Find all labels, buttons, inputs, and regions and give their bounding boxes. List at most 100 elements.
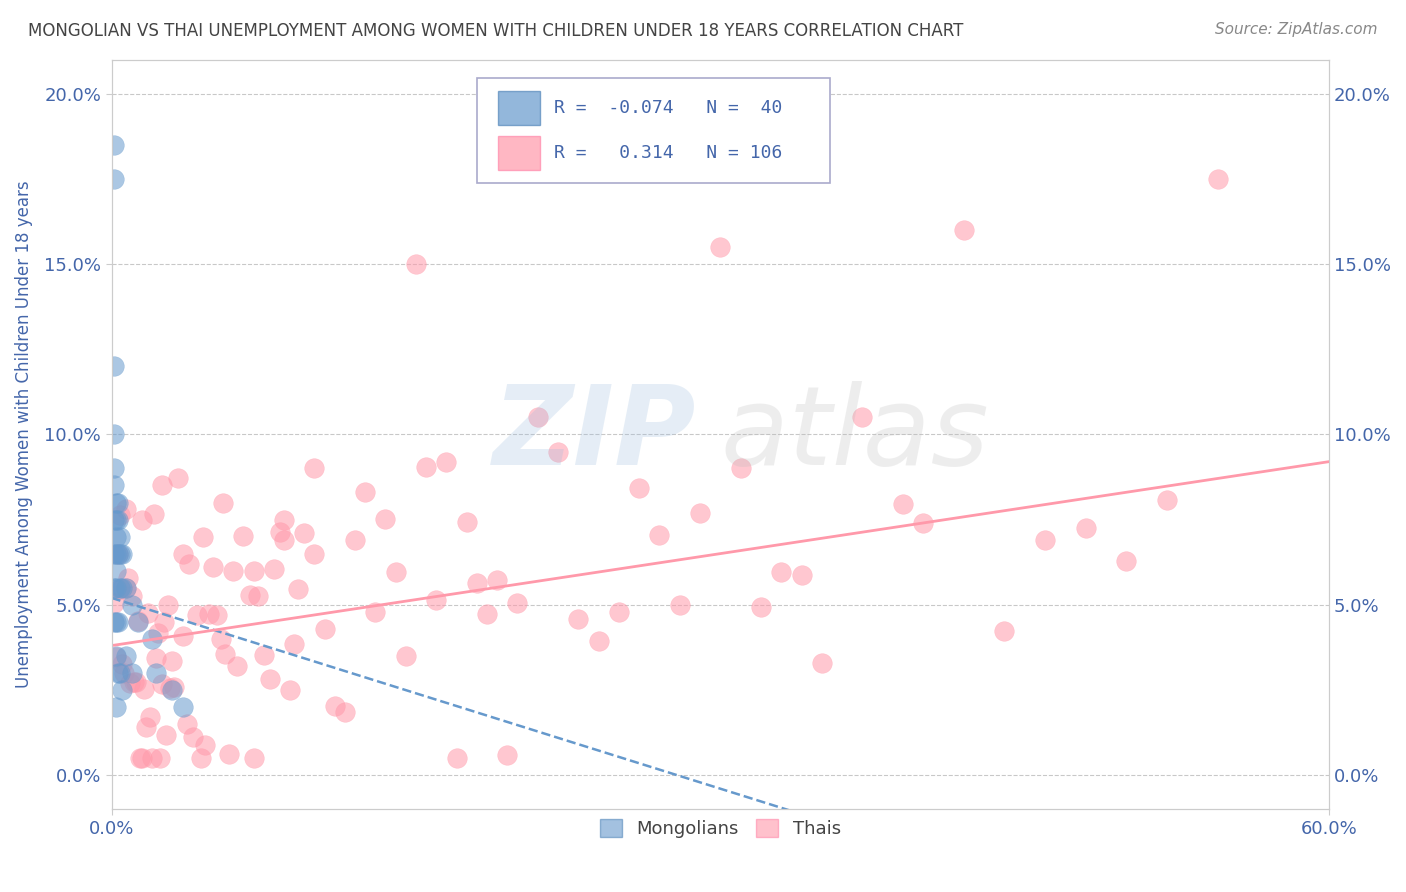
Point: [159, 681, 181, 695]
Point: [278, 683, 301, 698]
Point: [172, 700, 194, 714]
Point: [912, 516, 935, 530]
Point: [214, 647, 236, 661]
Point: [1033, 533, 1056, 548]
Point: [127, 614, 149, 628]
Point: [111, 657, 134, 671]
Point: [103, 581, 125, 595]
Point: [103, 512, 125, 526]
Point: [103, 359, 125, 374]
Point: [148, 625, 170, 640]
Point: [851, 410, 873, 425]
Point: [157, 598, 180, 612]
Point: [132, 681, 155, 696]
Point: [172, 547, 194, 561]
Point: [103, 615, 125, 629]
Point: [607, 605, 630, 619]
Point: [107, 547, 129, 561]
Point: [648, 528, 671, 542]
Point: [749, 600, 772, 615]
Point: [191, 530, 214, 544]
Point: [153, 615, 176, 629]
Point: [163, 681, 186, 695]
Point: [364, 605, 387, 619]
Point: [263, 562, 285, 576]
Point: [135, 720, 157, 734]
Point: [104, 615, 127, 629]
Point: [103, 596, 125, 610]
Point: [209, 632, 232, 646]
Point: [141, 751, 163, 765]
Point: [354, 484, 377, 499]
FancyBboxPatch shape: [498, 92, 540, 125]
Point: [415, 460, 437, 475]
Text: R =   0.314   N = 106: R = 0.314 N = 106: [554, 145, 782, 162]
Point: [103, 461, 125, 475]
Point: [891, 497, 914, 511]
Point: [103, 478, 125, 492]
Point: [104, 649, 127, 664]
Point: [104, 530, 127, 544]
Point: [446, 751, 468, 765]
Point: [242, 751, 264, 765]
Point: [194, 738, 217, 752]
Point: [993, 624, 1015, 639]
Point: [121, 598, 143, 612]
Point: [259, 673, 281, 687]
Point: [287, 582, 309, 597]
Point: [547, 445, 569, 459]
Point: [103, 547, 125, 561]
Point: [145, 665, 167, 680]
Point: [111, 581, 134, 595]
Point: [176, 717, 198, 731]
Point: [150, 478, 173, 492]
Point: [283, 637, 305, 651]
Point: [506, 596, 529, 610]
Point: [121, 665, 143, 680]
Point: [304, 547, 326, 561]
Point: [456, 515, 478, 529]
Point: [131, 512, 153, 526]
Point: [104, 547, 127, 561]
Point: [114, 648, 136, 663]
Point: [1074, 520, 1097, 534]
Point: [104, 564, 127, 578]
Point: [333, 705, 356, 719]
Point: [205, 608, 228, 623]
Point: [222, 564, 245, 578]
Point: [269, 525, 291, 540]
Point: [384, 565, 406, 579]
Point: [475, 607, 498, 622]
Point: [232, 528, 254, 542]
Point: [107, 665, 129, 680]
Text: Source: ZipAtlas.com: Source: ZipAtlas.com: [1215, 22, 1378, 37]
Point: [145, 651, 167, 665]
Point: [374, 512, 396, 526]
Point: [668, 598, 690, 612]
Point: [588, 633, 610, 648]
Point: [108, 665, 131, 680]
Point: [567, 612, 589, 626]
Point: [121, 590, 143, 604]
Point: [434, 455, 457, 469]
Point: [131, 751, 153, 765]
Point: [127, 615, 149, 629]
Point: [246, 589, 269, 603]
Point: [242, 564, 264, 578]
Point: [103, 171, 125, 186]
Point: [405, 257, 427, 271]
Point: [103, 427, 125, 442]
Point: [190, 751, 212, 765]
Point: [689, 506, 711, 520]
Point: [107, 582, 129, 597]
FancyBboxPatch shape: [477, 78, 830, 183]
Point: [108, 530, 131, 544]
Point: [186, 607, 208, 622]
Text: MONGOLIAN VS THAI UNEMPLOYMENT AMONG WOMEN WITH CHILDREN UNDER 18 YEARS CORRELAT: MONGOLIAN VS THAI UNEMPLOYMENT AMONG WOM…: [28, 22, 963, 40]
Point: [104, 495, 127, 509]
Point: [526, 410, 548, 425]
Point: [143, 508, 166, 522]
Point: [114, 581, 136, 595]
Point: [253, 648, 276, 663]
Point: [129, 751, 152, 765]
